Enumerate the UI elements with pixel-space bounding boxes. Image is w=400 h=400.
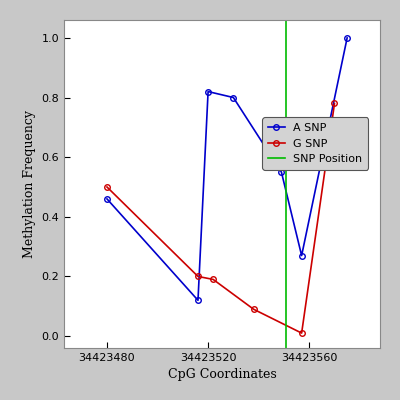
G SNP bbox=[104, 184, 109, 189]
A SNP bbox=[206, 89, 210, 94]
Line: A SNP: A SNP bbox=[104, 35, 350, 303]
A SNP bbox=[196, 298, 200, 303]
G SNP bbox=[196, 274, 200, 279]
X-axis label: CpG Coordinates: CpG Coordinates bbox=[168, 368, 276, 382]
G SNP bbox=[299, 331, 304, 336]
A SNP bbox=[231, 95, 236, 100]
Y-axis label: Methylation Frequency: Methylation Frequency bbox=[23, 110, 36, 258]
G SNP bbox=[251, 307, 256, 312]
A SNP bbox=[104, 196, 109, 201]
A SNP bbox=[345, 36, 350, 40]
A SNP bbox=[299, 253, 304, 258]
G SNP bbox=[211, 277, 216, 282]
G SNP bbox=[332, 101, 337, 106]
Legend: A SNP, G SNP, SNP Position: A SNP, G SNP, SNP Position bbox=[262, 117, 368, 170]
A SNP bbox=[279, 170, 284, 174]
Line: G SNP: G SNP bbox=[104, 101, 337, 336]
